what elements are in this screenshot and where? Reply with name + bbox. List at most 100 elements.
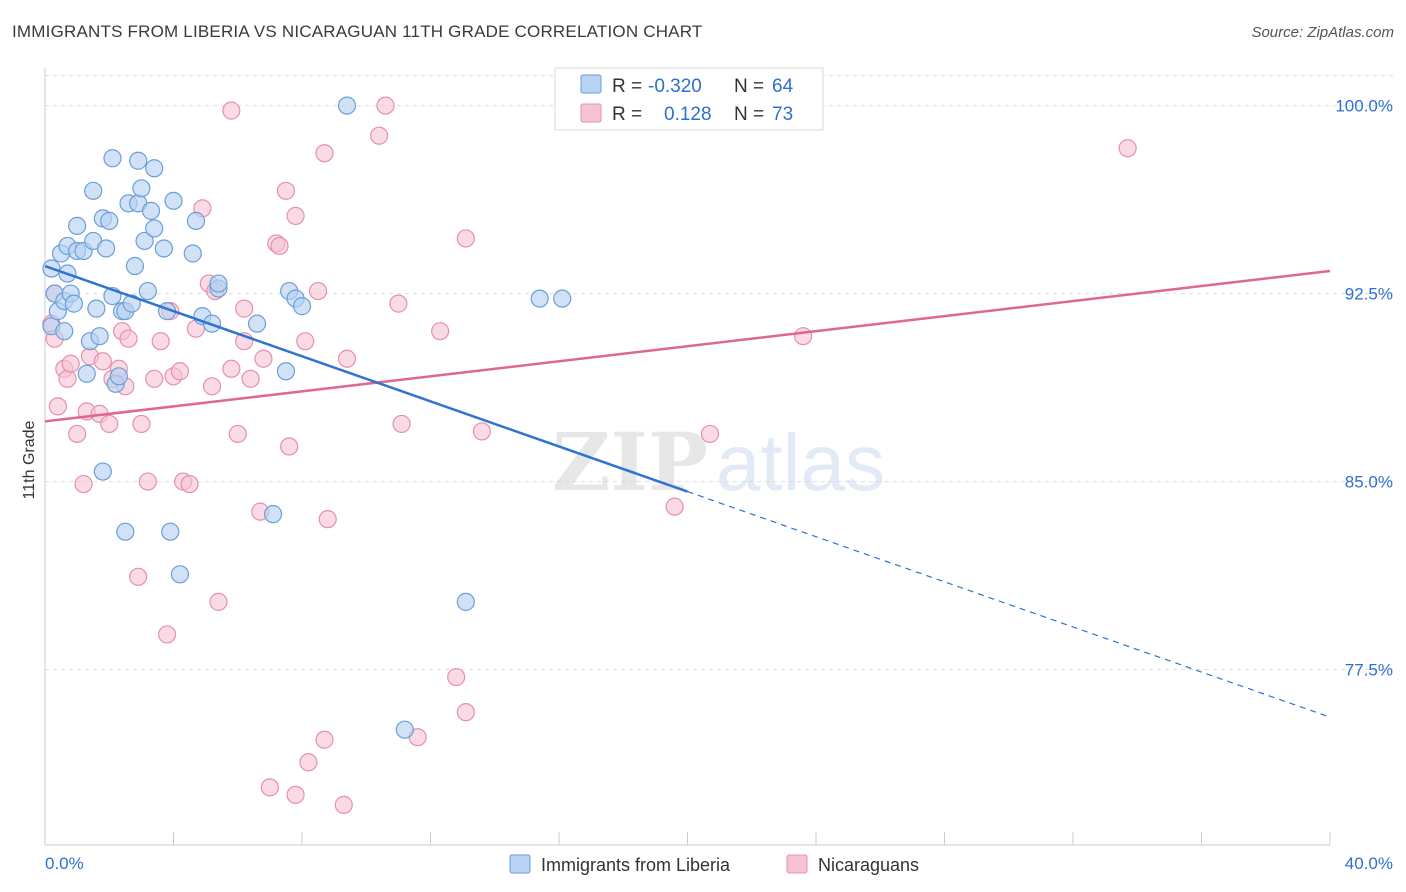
nicaraguans-point (456, 703, 475, 722)
liberia-point (170, 565, 190, 584)
legend-r-label-nicaragua: R = (612, 104, 642, 125)
liberia-point (100, 211, 119, 230)
nicaraguans-point (68, 424, 87, 444)
nicaraguans-point (370, 126, 389, 145)
liberia-point (87, 299, 106, 318)
y-tick-label: 85.0% (1345, 473, 1393, 492)
liberia-point (68, 216, 87, 236)
nicaraguans-point (794, 327, 813, 346)
nicaraguans-point (180, 474, 199, 494)
chart-title: IMMIGRANTS FROM LIBERIA VS NICARAGUAN 11… (12, 22, 703, 41)
nicaraguans-point (315, 730, 334, 749)
liberia-point (96, 239, 116, 258)
watermark: ZIP atlas (552, 415, 885, 509)
x-tick-marks (44, 832, 1331, 845)
liberia-point (77, 364, 96, 383)
nicaraguans-point (296, 332, 315, 351)
liberia-point (55, 322, 74, 341)
liberia-point (64, 294, 84, 313)
legend-r-value-nicaragua: 0.128 (664, 104, 712, 125)
nicaraguans-point (157, 625, 177, 644)
nicaraguans-point (254, 349, 273, 368)
nicaraguans-point (665, 497, 684, 516)
liberia-point (395, 720, 414, 739)
y-tick-labels: 77.5% 85.0% 92.5% 100.0% (1335, 97, 1393, 680)
nicaraguans-point (431, 322, 450, 341)
nicaraguans-point (222, 359, 241, 378)
legend-n-label-liberia: N = (734, 76, 764, 97)
nicaraguans-point (235, 299, 254, 318)
nicaraguans-point (447, 667, 466, 687)
liberia-point (132, 179, 151, 198)
watermark-zip: ZIP (552, 415, 708, 509)
legend-n-value-liberia: 64 (772, 76, 794, 97)
nicaraguans-point (58, 369, 77, 388)
nicaraguans-point (299, 753, 318, 772)
nicaraguans-point (100, 414, 119, 434)
nicaraguans-point (286, 206, 305, 225)
y-tick-label: 77.5% (1345, 661, 1393, 680)
liberia-point (263, 505, 283, 524)
liberia-point (456, 592, 475, 611)
liberia-point (103, 149, 122, 168)
liberia-trend-line-extension (687, 491, 1331, 718)
nicaraguans-point (308, 281, 328, 301)
source-credit: Source: ZipAtlas.com (1251, 24, 1394, 41)
y-tick-label: 92.5% (1345, 285, 1393, 304)
nicaraguans-point (318, 510, 337, 529)
nicaraguans-point (334, 795, 353, 814)
liberia-point (145, 219, 164, 238)
legend-bottom-label-liberia: Immigrants from Liberia (541, 855, 731, 875)
liberia-point (141, 201, 161, 220)
legend-r-value-liberia: -0.320 (648, 76, 702, 97)
nicaraguans-point (151, 332, 170, 351)
nicaraguans-point (700, 424, 720, 444)
liberia-point (530, 289, 549, 308)
nicaraguans-point (1118, 139, 1137, 158)
y-tick-label: 100.0% (1335, 97, 1393, 116)
y-axis-label: 11th Grade (21, 420, 38, 499)
liberia-point (164, 191, 183, 210)
liberia-points (42, 96, 572, 739)
nicaraguans-point (119, 329, 138, 348)
liberia-point (122, 294, 141, 313)
trend-lines (44, 264, 1331, 718)
liberia-point (209, 274, 228, 293)
liberia-point (145, 159, 164, 178)
liberia-trend-line (44, 264, 688, 493)
nicaraguans-trend-line (44, 269, 1331, 423)
liberia-point (109, 367, 128, 386)
liberia-point (276, 362, 296, 381)
nicaraguans-point (270, 236, 289, 256)
liberia-point (90, 327, 109, 346)
nicaraguans-point (260, 778, 279, 797)
liberia-point (183, 244, 202, 263)
nicaraguans-point (170, 362, 190, 381)
nicaraguans-point (241, 369, 260, 388)
nicaraguans-point (145, 369, 164, 388)
nicaraguans-point (456, 229, 475, 248)
liberia-point (116, 522, 135, 541)
liberia-point (161, 522, 180, 541)
nicaraguans-point (392, 414, 411, 434)
liberia-point (129, 151, 148, 170)
nicaraguans-point (389, 294, 408, 313)
nicaraguans-point (202, 377, 222, 396)
legend-bottom: Immigrants from Liberia Nicaraguans (509, 854, 919, 875)
legend-bottom-swatch-liberia (509, 854, 531, 874)
nicaraguans-point (315, 144, 334, 163)
legend-n-value-nicaragua: 73 (772, 104, 793, 125)
legend-top: R = -0.320 N = 64 R = 0.128 N = 73 (554, 67, 824, 131)
nicaraguans-point (132, 414, 151, 434)
nicaraguans-point (222, 101, 241, 120)
nicaraguans-point (286, 785, 305, 804)
liberia-point (93, 462, 112, 481)
liberia-point (247, 314, 267, 333)
liberia-point (292, 297, 312, 316)
nicaraguans-point (209, 592, 228, 611)
nicaraguans-point (472, 422, 491, 441)
legend-swatch-nicaragua (580, 103, 602, 123)
liberia-point (553, 289, 572, 308)
x-tick-label-min: 0.0% (45, 854, 84, 873)
